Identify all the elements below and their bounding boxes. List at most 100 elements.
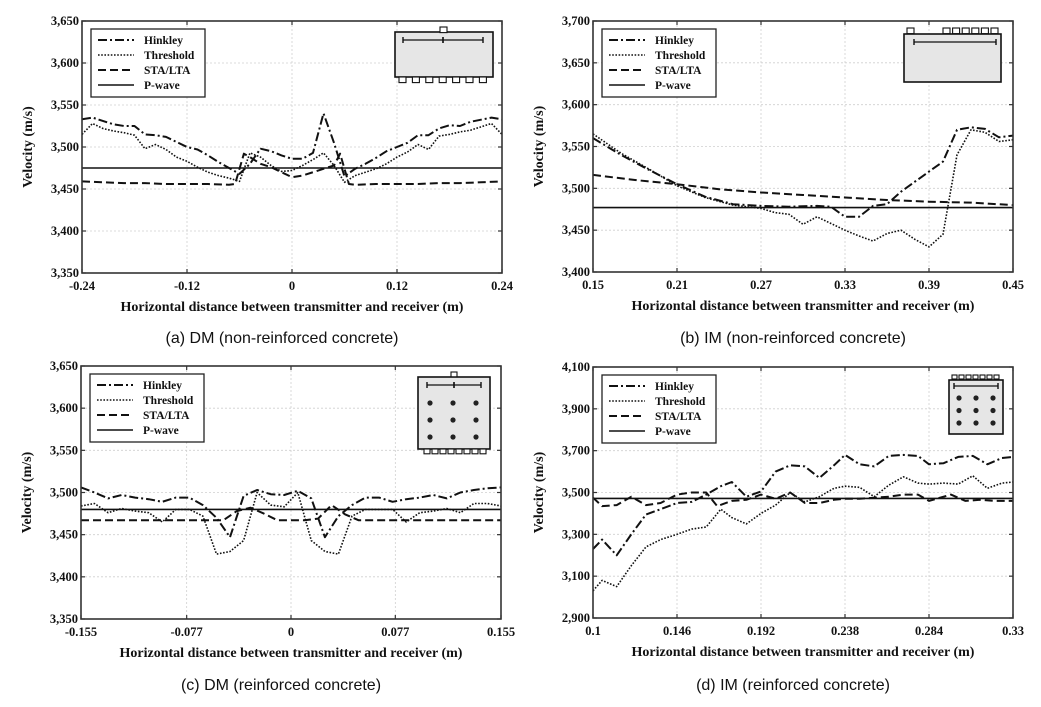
specimen-inset-diagram bbox=[417, 371, 491, 455]
legend-label: Threshold bbox=[143, 395, 194, 407]
x-tick-label: 0.146 bbox=[663, 624, 691, 638]
y-tick-label: 3,500 bbox=[51, 140, 79, 154]
y-tick-label: 3,400 bbox=[51, 224, 79, 238]
y-tick-label: 3,600 bbox=[50, 401, 78, 415]
legend-label: P-wave bbox=[144, 80, 180, 92]
rebar-dot bbox=[473, 417, 479, 423]
rebar-dot bbox=[427, 434, 433, 440]
x-tick-label: 0 bbox=[289, 279, 295, 293]
y-tick-label: 3,350 bbox=[50, 612, 78, 626]
legend: Hinkley Threshold STA/LTA P-wave bbox=[601, 28, 717, 98]
legend-label: Hinkley bbox=[655, 381, 694, 393]
specimen-inset-diagram bbox=[903, 27, 1002, 83]
sensor-icon bbox=[455, 448, 463, 455]
sensor-icon bbox=[993, 374, 1000, 380]
y-tick-label: 3,500 bbox=[562, 486, 590, 500]
rebar-dot bbox=[956, 395, 962, 401]
sensor-icon bbox=[980, 27, 989, 35]
legend-label: STA/LTA bbox=[144, 65, 191, 77]
x-tick-label: -0.12 bbox=[174, 279, 200, 293]
y-tick-label: 3,400 bbox=[50, 570, 78, 584]
y-tick-label: 2,900 bbox=[562, 611, 590, 625]
x-tick-label: 0.21 bbox=[666, 278, 688, 292]
panel-caption: (a) DM (non-reinforced concrete) bbox=[166, 330, 399, 347]
sensor-icon bbox=[961, 27, 970, 35]
legend: Hinkley Threshold STA/LTA P-wave bbox=[89, 373, 205, 443]
plot-frame bbox=[80, 365, 502, 620]
y-tick-label: 3,350 bbox=[51, 266, 79, 280]
x-tick-label: 0.33 bbox=[1002, 624, 1024, 638]
sensor-icon bbox=[439, 26, 448, 34]
x-axis-label: Horizontal distance between transmitter … bbox=[120, 646, 463, 661]
plot-frame bbox=[592, 366, 1014, 619]
y-tick-label: 3,300 bbox=[562, 527, 590, 541]
legend-label: STA/LTA bbox=[143, 410, 190, 422]
sensor-icon bbox=[942, 27, 951, 35]
series-sta-lta bbox=[81, 504, 501, 522]
sensor-icon bbox=[958, 374, 965, 380]
x-tick-label: 0.238 bbox=[831, 624, 859, 638]
series-hinkley bbox=[593, 453, 1013, 557]
sensor-icon bbox=[450, 371, 458, 378]
sensor-icon bbox=[398, 76, 407, 84]
y-axis-label: Velocity (m/s) bbox=[20, 451, 35, 533]
x-tick-label: -0.077 bbox=[171, 625, 203, 639]
legend-label: Threshold bbox=[655, 50, 706, 62]
sensor-icon bbox=[465, 76, 474, 84]
x-tick-label: 0.27 bbox=[750, 278, 772, 292]
rebar-dot bbox=[956, 420, 962, 426]
sensor-icon bbox=[439, 448, 447, 455]
series-sta-lta bbox=[593, 173, 1013, 207]
y-tick-label: 4,100 bbox=[562, 360, 590, 374]
legend-label: P-wave bbox=[655, 80, 691, 92]
y-tick-label: 3,550 bbox=[51, 98, 79, 112]
panel-b: 0.15 0.21 0.27 0.33 0.39 0.45 3,400 3,450 3,500 3… bbox=[532, 14, 1024, 347]
y-tick-label: 3,650 bbox=[50, 359, 78, 373]
legend-label: Threshold bbox=[144, 50, 195, 62]
series-threshold bbox=[593, 129, 1013, 248]
concrete-block bbox=[948, 379, 1004, 435]
x-axis-label: Horizontal distance between transmitter … bbox=[632, 645, 975, 660]
legend-label: Hinkley bbox=[655, 35, 694, 47]
rebar-dot bbox=[450, 434, 456, 440]
sensor-icon bbox=[431, 448, 439, 455]
y-tick-label: 3,700 bbox=[562, 444, 590, 458]
series-threshold bbox=[593, 474, 1013, 592]
plot-frame bbox=[81, 20, 503, 274]
sensor-icon bbox=[479, 448, 487, 455]
specimen-inset-diagram bbox=[948, 374, 1004, 435]
legend-label: STA/LTA bbox=[655, 411, 702, 423]
y-tick-label: 3,650 bbox=[51, 14, 79, 28]
sensor-icon bbox=[425, 76, 434, 84]
sensor-icon bbox=[972, 374, 979, 380]
sensor-icon bbox=[979, 374, 986, 380]
legend-label: STA/LTA bbox=[655, 65, 702, 77]
y-tick-label: 3,650 bbox=[562, 56, 590, 70]
y-tick-label: 3,600 bbox=[562, 98, 590, 112]
rebar-dot bbox=[427, 417, 433, 423]
x-axis-label: Horizontal distance between transmitter … bbox=[121, 300, 464, 315]
legend-label: Hinkley bbox=[144, 35, 183, 47]
legend: Hinkley Threshold STA/LTA P-wave bbox=[601, 374, 717, 444]
panel-caption: (b) IM (non-reinforced concrete) bbox=[680, 330, 906, 347]
specimen-inset-diagram bbox=[394, 26, 494, 84]
sensor-icon bbox=[471, 448, 479, 455]
sensor-icon bbox=[463, 448, 471, 455]
sensor-icon bbox=[906, 27, 915, 35]
rebar-dot bbox=[956, 407, 962, 414]
x-tick-label: 0.33 bbox=[834, 278, 856, 292]
y-tick-label: 3,550 bbox=[50, 443, 78, 457]
series-hinkley bbox=[81, 486, 501, 539]
y-tick-label: 3,450 bbox=[562, 223, 590, 237]
x-tick-label: 0.155 bbox=[487, 625, 515, 639]
panel-d: 0.1 0.146 0.192 0.238 0.284 0.33 2,900 3,100 3,3… bbox=[532, 360, 1024, 694]
legend: Hinkley Threshold STA/LTA P-wave bbox=[90, 28, 206, 98]
y-axis-label: Velocity (m/s) bbox=[21, 106, 36, 188]
series-hinkley bbox=[593, 126, 1013, 218]
sensor-icon bbox=[965, 374, 972, 380]
rebar-dot bbox=[973, 395, 979, 401]
x-tick-label: -0.155 bbox=[65, 625, 97, 639]
rebar-dot bbox=[473, 400, 479, 406]
y-tick-label: 3,100 bbox=[562, 569, 590, 583]
concrete-block bbox=[903, 33, 1002, 83]
